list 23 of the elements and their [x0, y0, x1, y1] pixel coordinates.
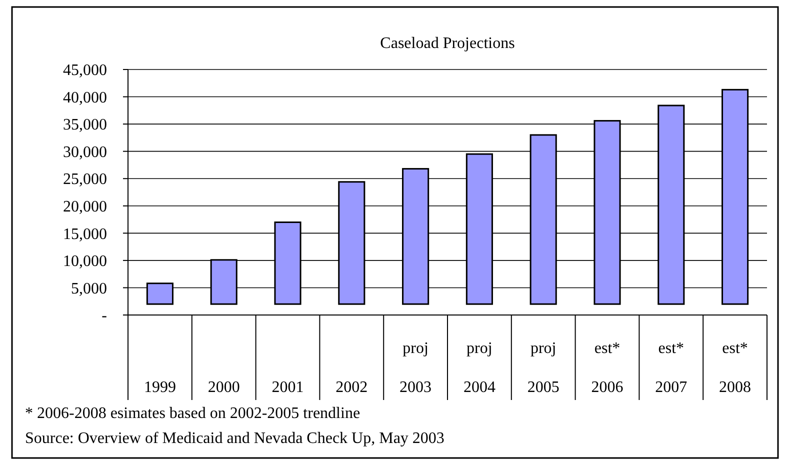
y-tick-label: 40,000	[63, 89, 107, 106]
category-label: proj 2004	[463, 340, 496, 396]
source-note: Source: Overview of Medicaid and Nevada Check Up, May 2003	[25, 430, 444, 447]
chart-title: Caseload Projections	[380, 35, 515, 52]
y-tick-label: 10,000	[63, 253, 107, 270]
x-tick-label: 2001	[272, 379, 304, 396]
text: * 2006-2008 esimates based on 2002-2005 trendline	[25, 405, 360, 422]
y-tick-label: -	[102, 308, 107, 325]
category-label: est* 2008	[719, 340, 752, 396]
y-tick-label: 45,000	[63, 62, 107, 80]
y-tick-label: 25,000	[63, 171, 107, 188]
x-tick-label: 2000	[208, 379, 240, 396]
category-label: proj 2005	[527, 340, 560, 396]
category-label: proj 2003	[400, 340, 432, 396]
x-tick-label: 1999	[144, 379, 176, 396]
y-tick-label: 30,000	[63, 144, 107, 161]
y-tick-label: 35,000	[63, 116, 107, 134]
category-label: est* 2006	[591, 340, 624, 396]
y-tick-label: 15,000	[63, 226, 107, 243]
x-tick-label: 2002	[336, 379, 368, 396]
category-label: est* 2007	[655, 340, 688, 396]
y-tick-label: 20,000	[63, 198, 107, 216]
y-tick-label: 5,000	[71, 280, 107, 298]
